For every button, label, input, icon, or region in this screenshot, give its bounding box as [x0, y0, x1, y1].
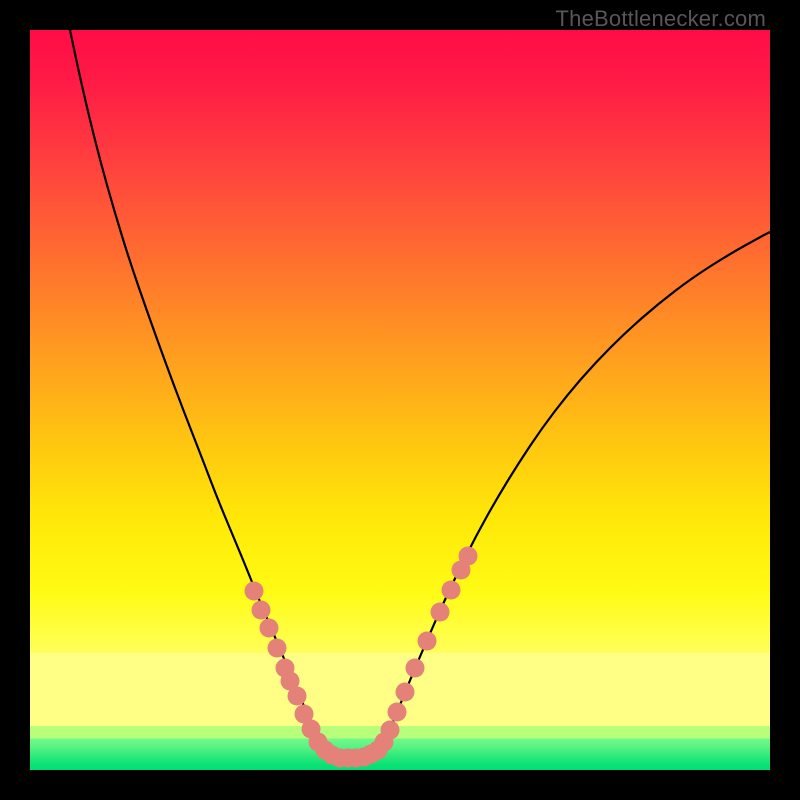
watermark-text: TheBottlenecker.com — [556, 6, 766, 32]
plot-area — [30, 30, 770, 770]
gradient-background — [30, 30, 770, 770]
chart-frame: TheBottlenecker.com — [0, 0, 800, 800]
